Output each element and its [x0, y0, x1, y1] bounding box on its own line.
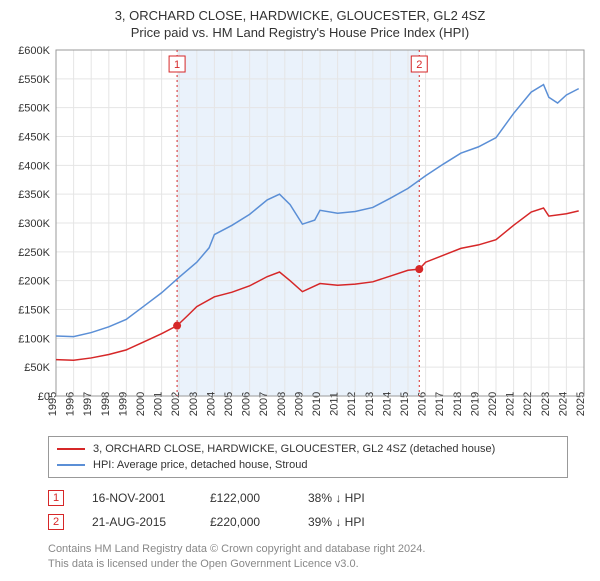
svg-text:£500K: £500K — [18, 103, 50, 115]
svg-text:£450K: £450K — [18, 132, 50, 144]
svg-text:2004: 2004 — [205, 392, 217, 416]
sale-marker-icon: 1 — [48, 490, 64, 506]
svg-text:£350K: £350K — [18, 189, 50, 201]
attribution: Contains HM Land Registry data © Crown c… — [48, 542, 592, 573]
svg-text:2009: 2009 — [293, 392, 305, 416]
svg-text:2020: 2020 — [487, 392, 499, 416]
svg-text:2025: 2025 — [575, 392, 587, 416]
svg-text:£400K: £400K — [18, 160, 50, 172]
svg-text:2012: 2012 — [346, 392, 358, 416]
chart-title-block: 3, ORCHARD CLOSE, HARDWICKE, GLOUCESTER,… — [8, 8, 592, 40]
legend-label: HPI: Average price, detached house, Stro… — [93, 459, 307, 471]
sale-row: 2 21-AUG-2015 £220,000 39% ↓ HPI — [48, 510, 592, 534]
svg-text:2022: 2022 — [522, 392, 534, 416]
svg-text:1997: 1997 — [82, 392, 94, 416]
sale-hpi-delta: 39% ↓ HPI — [308, 515, 388, 529]
sale-marker-icon: 2 — [48, 514, 64, 530]
svg-text:£550K: £550K — [18, 74, 50, 86]
svg-text:2008: 2008 — [276, 392, 288, 416]
legend-swatch-hpi — [57, 464, 85, 466]
sale-price: £220,000 — [210, 515, 280, 529]
svg-text:2: 2 — [416, 59, 422, 71]
svg-text:1998: 1998 — [100, 392, 112, 416]
plot-svg: £0£50K£100K£150K£200K£250K£300K£350K£400… — [8, 46, 592, 426]
svg-text:2001: 2001 — [153, 392, 165, 416]
legend: 3, ORCHARD CLOSE, HARDWICKE, GLOUCESTER,… — [48, 436, 568, 478]
sale-hpi-delta: 38% ↓ HPI — [308, 491, 388, 505]
svg-text:2014: 2014 — [381, 392, 393, 416]
svg-text:1996: 1996 — [65, 392, 77, 416]
attribution-line: Contains HM Land Registry data © Crown c… — [48, 542, 592, 557]
sale-date: 16-NOV-2001 — [92, 491, 182, 505]
plot-area: £0£50K£100K£150K£200K£250K£300K£350K£400… — [8, 46, 592, 426]
chart-title-main: 3, ORCHARD CLOSE, HARDWICKE, GLOUCESTER,… — [8, 8, 592, 23]
legend-row: HPI: Average price, detached house, Stro… — [57, 457, 559, 473]
svg-text:1999: 1999 — [117, 392, 129, 416]
svg-text:£100K: £100K — [18, 333, 50, 345]
svg-text:2013: 2013 — [364, 392, 376, 416]
svg-text:£50K: £50K — [24, 362, 50, 374]
svg-text:2016: 2016 — [417, 392, 429, 416]
chart-title-sub: Price paid vs. HM Land Registry's House … — [8, 25, 592, 40]
svg-text:2002: 2002 — [170, 392, 182, 416]
sale-date: 21-AUG-2015 — [92, 515, 182, 529]
svg-text:2000: 2000 — [135, 392, 147, 416]
svg-text:£600K: £600K — [18, 46, 50, 57]
svg-text:£300K: £300K — [18, 218, 50, 230]
svg-text:2017: 2017 — [434, 392, 446, 416]
legend-label: 3, ORCHARD CLOSE, HARDWICKE, GLOUCESTER,… — [93, 443, 495, 455]
svg-text:2021: 2021 — [505, 392, 517, 416]
svg-text:£250K: £250K — [18, 247, 50, 259]
legend-row: 3, ORCHARD CLOSE, HARDWICKE, GLOUCESTER,… — [57, 441, 559, 457]
svg-text:£200K: £200K — [18, 276, 50, 288]
svg-text:2006: 2006 — [241, 392, 253, 416]
svg-text:1: 1 — [174, 59, 180, 71]
legend-swatch-property — [57, 448, 85, 450]
svg-text:2003: 2003 — [188, 392, 200, 416]
svg-text:2023: 2023 — [540, 392, 552, 416]
svg-text:2015: 2015 — [399, 392, 411, 416]
svg-text:2010: 2010 — [311, 392, 323, 416]
sale-price: £122,000 — [210, 491, 280, 505]
svg-text:1995: 1995 — [47, 392, 59, 416]
svg-text:2007: 2007 — [258, 392, 270, 416]
svg-text:£150K: £150K — [18, 305, 50, 317]
svg-text:2005: 2005 — [223, 392, 235, 416]
sale-row: 1 16-NOV-2001 £122,000 38% ↓ HPI — [48, 486, 592, 510]
price-hpi-chart: 3, ORCHARD CLOSE, HARDWICKE, GLOUCESTER,… — [8, 8, 592, 573]
svg-text:2019: 2019 — [469, 392, 481, 416]
sales-table: 1 16-NOV-2001 £122,000 38% ↓ HPI 2 21-AU… — [48, 486, 592, 534]
svg-text:2024: 2024 — [557, 392, 569, 416]
svg-text:2018: 2018 — [452, 392, 464, 416]
